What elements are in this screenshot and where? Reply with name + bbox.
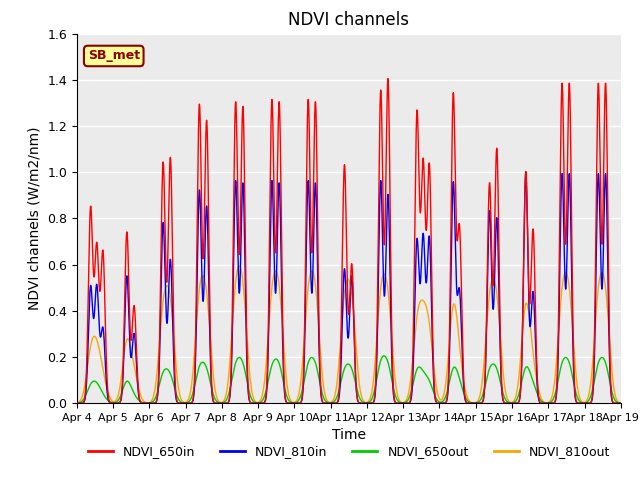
NDVI_810out xyxy=(106,394,113,399)
NDVI_650in xyxy=(106,398,113,404)
Text: SB_met: SB_met xyxy=(88,49,140,62)
NDVI_650out xyxy=(339,372,347,377)
Line: NDVI_650out: NDVI_650out xyxy=(77,356,621,403)
NDVI_650in xyxy=(588,396,596,401)
NDVI_650in xyxy=(384,76,392,82)
NDVI_650out xyxy=(180,400,188,406)
NDVI_810out xyxy=(73,400,81,406)
Legend: NDVI_650in, NDVI_810in, NDVI_650out, NDVI_810out: NDVI_650in, NDVI_810in, NDVI_650out, NDV… xyxy=(83,441,615,464)
NDVI_810out xyxy=(180,399,188,405)
NDVI_810in xyxy=(95,324,103,330)
NDVI_650out xyxy=(95,384,103,389)
NDVI_810out xyxy=(617,400,625,406)
NDVI_650in xyxy=(339,226,347,231)
NDVI_650out xyxy=(76,400,83,406)
NDVI_650in xyxy=(73,400,81,406)
NDVI_810in xyxy=(565,171,573,177)
NDVI_650in xyxy=(95,285,103,291)
NDVI_810in xyxy=(180,400,188,406)
NDVI_810out xyxy=(588,367,596,373)
NDVI_650out xyxy=(617,400,625,406)
NDVI_810out xyxy=(236,263,243,269)
NDVI_810out xyxy=(339,308,347,313)
X-axis label: Time: Time xyxy=(332,429,366,443)
NDVI_810out xyxy=(95,347,103,352)
NDVI_650in xyxy=(76,400,83,406)
Line: NDVI_650in: NDVI_650in xyxy=(77,79,621,403)
Line: NDVI_810out: NDVI_810out xyxy=(77,266,621,403)
NDVI_810in xyxy=(106,399,113,405)
NDVI_810in xyxy=(339,302,347,308)
Line: NDVI_810in: NDVI_810in xyxy=(77,174,621,403)
NDVI_650out xyxy=(588,389,596,395)
NDVI_810in xyxy=(73,400,81,406)
NDVI_650in xyxy=(617,400,625,406)
Title: NDVI channels: NDVI channels xyxy=(288,11,410,29)
Y-axis label: NDVI channels (W/m2/nm): NDVI channels (W/m2/nm) xyxy=(28,127,42,310)
NDVI_650in xyxy=(180,400,188,406)
NDVI_650out xyxy=(73,400,81,406)
NDVI_810in xyxy=(617,400,625,406)
NDVI_650out xyxy=(106,398,113,404)
NDVI_810in xyxy=(76,400,83,406)
NDVI_810out xyxy=(76,399,83,405)
NDVI_650out xyxy=(380,353,388,359)
NDVI_810in xyxy=(588,397,596,403)
